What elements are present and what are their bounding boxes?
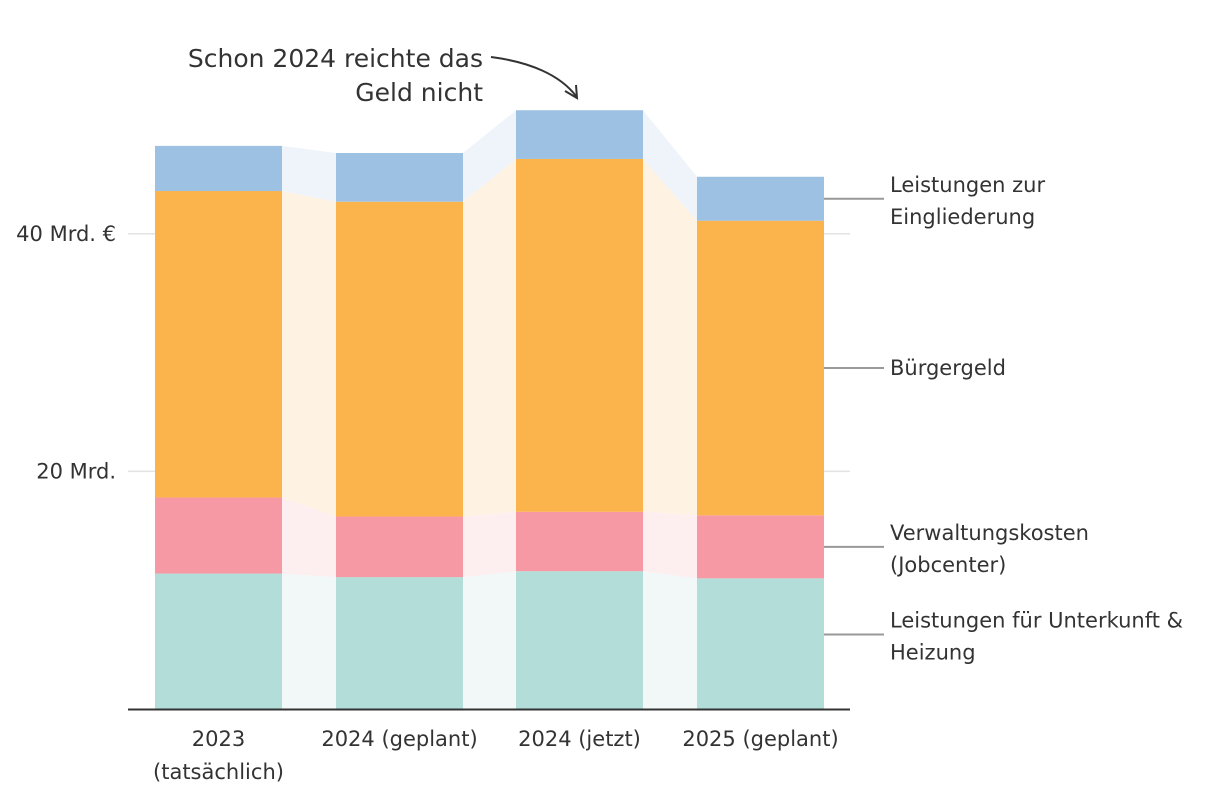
bar-segment	[155, 497, 282, 574]
series-label-line2: (Jobcenter)	[890, 553, 1006, 577]
series-label-line2: Heizung	[890, 641, 976, 665]
connector-band	[282, 497, 336, 578]
series-labels: Leistungen für Unterkunft & Heizung Verwal…	[824, 173, 1183, 665]
bar-segment	[336, 516, 463, 578]
bar-segment	[155, 573, 282, 709]
bar-segment	[516, 158, 643, 512]
connector-band	[643, 110, 697, 221]
y-axis-tick-labels: 20 Mrd. 40 Mrd. €	[16, 222, 116, 484]
annotation-arrowhead	[564, 84, 579, 100]
annotation: Schon 2024 reichte das Geld nicht	[188, 44, 579, 107]
connector-band	[463, 158, 516, 517]
bar-segment	[155, 191, 282, 498]
connector-band	[282, 191, 336, 517]
bar-segment	[516, 571, 643, 709]
annotation-line2: Geld nicht	[355, 78, 483, 107]
bar-stacks	[155, 110, 824, 709]
bar-segment	[336, 153, 463, 202]
bar-segment	[155, 145, 282, 192]
bar-segment	[697, 515, 824, 579]
connector-band	[643, 511, 697, 579]
series-label-line2: Eingliederung	[890, 205, 1035, 229]
y-tick-label: 20 Mrd.	[36, 459, 116, 483]
connector-band	[463, 511, 516, 578]
connector-band	[282, 145, 336, 202]
y-tick-label: 40 Mrd. €	[16, 222, 116, 246]
category-labels: 2023 (tatsächlich) 2024 (geplant) 2024 (jet…	[153, 727, 839, 784]
series-label: Verwaltungskosten	[890, 521, 1089, 545]
bar-segment	[516, 110, 643, 159]
annotation-line1: Schon 2024 reichte das	[188, 44, 483, 73]
series-label: Leistungen für Unterkunft &	[890, 609, 1183, 633]
bar-segment	[336, 201, 463, 517]
series-label: Bürgergeld	[890, 356, 1006, 380]
bar-segment	[336, 577, 463, 709]
bar-segment	[516, 511, 643, 572]
connector-band	[643, 158, 697, 516]
bar-segment	[697, 220, 824, 516]
connector-band	[463, 110, 516, 202]
connector-band	[643, 571, 697, 709]
category-label: 2024 (geplant)	[321, 727, 477, 751]
category-label-line2: (tatsächlich)	[153, 760, 284, 784]
bar-segment	[697, 176, 824, 221]
series-label: Leistungen zur	[890, 173, 1045, 197]
bar-segment	[697, 578, 824, 709]
annotation-arrow	[490, 56, 577, 97]
category-label: 2023	[192, 727, 245, 751]
category-label: 2025 (geplant)	[682, 727, 838, 751]
connector-band	[463, 571, 516, 709]
category-label: 2024 (jetzt)	[518, 727, 641, 751]
connector-bands	[282, 110, 697, 709]
connector-band	[282, 573, 336, 709]
